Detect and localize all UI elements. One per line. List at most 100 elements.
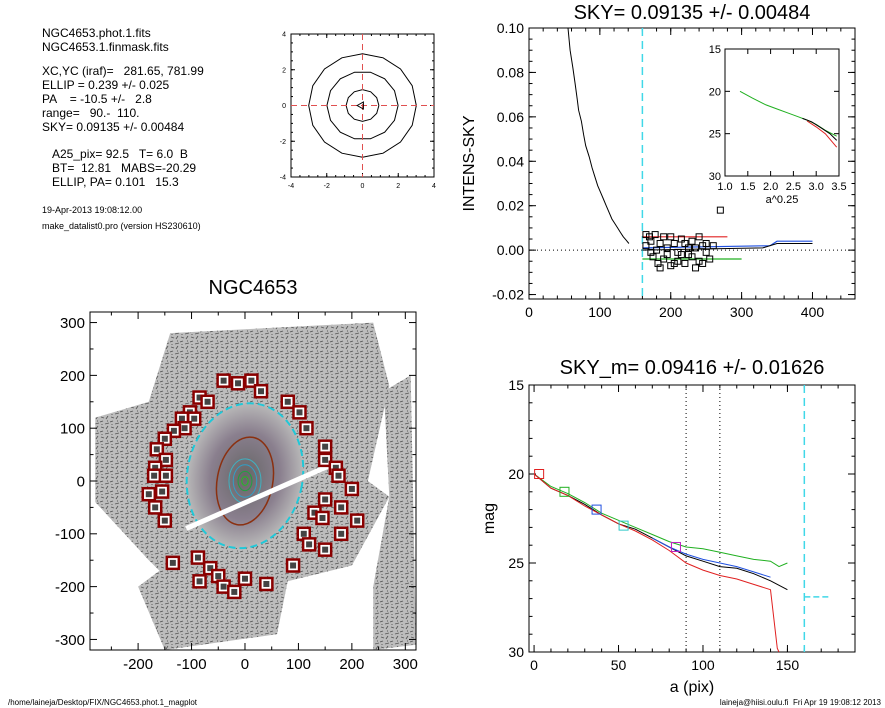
mag-series-line xyxy=(652,537,771,578)
mag-box-marker xyxy=(591,504,602,515)
sky-point xyxy=(681,259,689,267)
mask-box-star xyxy=(322,496,329,503)
sky-point xyxy=(677,235,685,243)
y-tick-label: 2 xyxy=(282,67,286,74)
sky-point xyxy=(699,242,707,250)
mask-box-star xyxy=(207,565,214,572)
sky-point xyxy=(660,233,668,241)
mask-box-star xyxy=(145,491,152,498)
mask-box-star xyxy=(170,427,177,434)
mask-box-star xyxy=(196,394,203,401)
masked-stripe xyxy=(185,462,332,531)
mask-box-star xyxy=(311,509,318,516)
mask-box-star xyxy=(215,573,222,580)
sky-point xyxy=(681,239,689,247)
y-tick-label: 200 xyxy=(60,368,85,385)
x-tick-label: 1.5 xyxy=(740,181,755,193)
y-tick-label: 25 xyxy=(709,129,721,141)
mask-box-star xyxy=(194,554,201,561)
sky-point xyxy=(674,257,682,265)
sky-point xyxy=(654,259,662,267)
sky-point xyxy=(667,262,675,270)
mask-box-star xyxy=(263,580,270,587)
y-tick-label: 0 xyxy=(282,103,286,110)
x-tick-label: 0 xyxy=(530,657,538,673)
sky-point xyxy=(706,255,714,263)
y-tick-label: 15 xyxy=(709,44,721,56)
sky-point xyxy=(699,259,707,267)
isophote xyxy=(237,470,253,492)
mag-ylabel: mag xyxy=(481,503,498,534)
y-tick-label: 30 xyxy=(709,171,721,183)
sky-point xyxy=(684,244,692,252)
x-tick-label: -200 xyxy=(123,656,153,673)
mag-box-marker xyxy=(559,486,570,497)
y-tick-label: -200 xyxy=(55,579,85,596)
mask-box-star xyxy=(204,398,211,405)
x-tick-label: 3.5 xyxy=(831,181,846,193)
sky-point xyxy=(660,255,668,263)
sky-title: SKY= 0.09135 +/- 0.00484 xyxy=(574,2,811,24)
y-tick-label: 30 xyxy=(508,644,524,660)
x-tick-label: 2 xyxy=(396,183,400,190)
x-tick-label: 2.5 xyxy=(786,181,801,193)
y-tick-label: 0 xyxy=(77,473,85,490)
info-line: BT= 12.81 MABS=-20.29 xyxy=(52,161,197,175)
info-line: NGC4653.1.finmask.fits xyxy=(42,40,169,54)
sky-point xyxy=(684,251,692,259)
mag-series-line xyxy=(533,473,788,568)
x-tick-label: 200 xyxy=(659,304,683,320)
info-line: A25_pix= 92.5 T= 6.0 B xyxy=(52,147,188,161)
y-tick-label: 20 xyxy=(709,86,721,98)
sky-point xyxy=(695,233,703,241)
info-line: ELLIP = 0.239 +/- 0.025 xyxy=(42,78,170,92)
y-tick-label: 4 xyxy=(282,32,286,39)
x-tick-label: -2 xyxy=(324,183,330,190)
x-tick-label: 100 xyxy=(588,304,612,320)
y-tick-label: 0.08 xyxy=(497,64,524,80)
mask-box-star xyxy=(235,380,242,387)
sky-point xyxy=(663,244,671,252)
mask-box-star xyxy=(258,388,265,395)
footer-path: /home/laineja/Desktop/FIX/NGC4653.phot.1… xyxy=(8,698,197,707)
mask-box-star xyxy=(181,425,188,432)
sky-point xyxy=(653,246,661,254)
mag-box-marker xyxy=(534,469,545,479)
mask-box-star xyxy=(220,377,227,384)
sky-point xyxy=(688,253,696,261)
mask-box-star xyxy=(338,504,345,511)
inset-axes xyxy=(724,48,840,177)
x-tick-label: 400 xyxy=(801,304,825,320)
sky-point xyxy=(716,206,724,214)
mask-box-star xyxy=(319,514,326,521)
footer-user: laineja@hiisi.oulu.fi Fri Apr 19 19:08:1… xyxy=(719,698,881,707)
mask-box-star xyxy=(241,575,248,582)
mask-box-star xyxy=(335,472,342,479)
inner-ellipse xyxy=(215,436,275,526)
y-tick-label: 20 xyxy=(508,466,524,482)
y-tick-label: 0.00 xyxy=(497,242,524,258)
x-tick-label: 0 xyxy=(361,183,365,190)
x-tick-label: 0 xyxy=(525,304,533,320)
sky-point xyxy=(692,244,700,252)
y-tick-label: 0.06 xyxy=(497,109,524,125)
mask-box-star xyxy=(348,485,355,492)
mag-series-line xyxy=(533,473,780,653)
image-title: NGC4653 xyxy=(209,277,298,299)
mask-box-star xyxy=(162,472,169,479)
galaxy-image-plot: NGC4653 -200 -100 0 100 200 300 -300 -200 -100 0 10… xyxy=(55,277,418,673)
x-tick-label: 300 xyxy=(393,656,418,673)
sky-point xyxy=(702,239,710,247)
mask-box-star xyxy=(220,583,227,590)
y-tick-label: -100 xyxy=(55,526,85,543)
date-line: 19-Apr-2013 19:08:12.00 xyxy=(42,205,143,215)
sky-point xyxy=(656,264,664,272)
image-field-right xyxy=(373,375,416,650)
x-tick-label: 4 xyxy=(432,183,436,190)
mag-title: SKY_m= 0.09416 +/- 0.01626 xyxy=(560,357,825,379)
mask-box-star xyxy=(296,409,303,416)
sky-point xyxy=(663,251,671,259)
mask-box-star xyxy=(152,504,159,511)
mask-box-star xyxy=(290,562,297,569)
